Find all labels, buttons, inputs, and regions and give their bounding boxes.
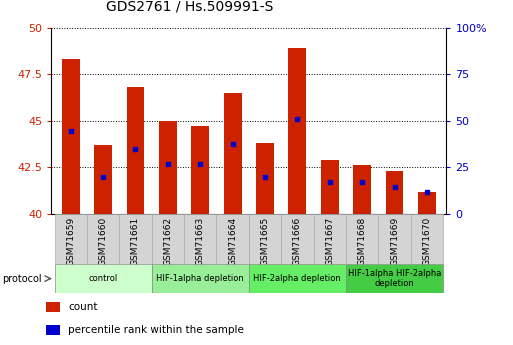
Bar <box>386 171 403 214</box>
Bar <box>127 87 144 214</box>
Text: HIF-2alpha depletion: HIF-2alpha depletion <box>253 274 341 283</box>
Text: GSM71665: GSM71665 <box>261 216 269 266</box>
Bar <box>418 191 436 214</box>
Bar <box>256 143 274 214</box>
Bar <box>46 325 60 335</box>
Bar <box>288 48 306 214</box>
Text: protocol: protocol <box>3 274 42 284</box>
Text: HIF-1alpha HIF-2alpha
depletion: HIF-1alpha HIF-2alpha depletion <box>348 269 441 288</box>
Bar <box>62 59 80 214</box>
Bar <box>54 264 152 293</box>
Text: GSM71664: GSM71664 <box>228 216 237 266</box>
Bar <box>46 302 60 313</box>
Text: percentile rank within the sample: percentile rank within the sample <box>68 325 244 335</box>
Bar <box>152 214 184 264</box>
Text: HIF-1alpha depletion: HIF-1alpha depletion <box>156 274 244 283</box>
Text: GSM71659: GSM71659 <box>66 216 75 266</box>
Bar <box>353 166 371 214</box>
Text: GSM71662: GSM71662 <box>163 216 172 266</box>
Bar <box>346 264 443 293</box>
Bar <box>224 93 242 214</box>
Bar <box>313 214 346 264</box>
Text: GSM71669: GSM71669 <box>390 216 399 266</box>
Text: GSM71668: GSM71668 <box>358 216 367 266</box>
Text: GDS2761 / Hs.509991-S: GDS2761 / Hs.509991-S <box>106 0 273 14</box>
Bar <box>281 214 313 264</box>
Bar <box>152 264 249 293</box>
Bar <box>87 214 120 264</box>
Bar <box>346 214 378 264</box>
Text: control: control <box>88 274 117 283</box>
Text: GSM71666: GSM71666 <box>293 216 302 266</box>
Text: count: count <box>68 302 97 312</box>
Bar <box>184 214 216 264</box>
Text: GSM71663: GSM71663 <box>196 216 205 266</box>
Bar <box>249 214 281 264</box>
Bar <box>159 121 177 214</box>
Bar <box>54 214 87 264</box>
Bar <box>249 264 346 293</box>
Bar <box>378 214 411 264</box>
Bar <box>411 214 443 264</box>
Bar <box>94 145 112 214</box>
Text: GSM71660: GSM71660 <box>98 216 108 266</box>
Bar <box>321 160 339 214</box>
Bar <box>216 214 249 264</box>
Text: GSM71667: GSM71667 <box>325 216 334 266</box>
Text: GSM71670: GSM71670 <box>422 216 431 266</box>
Text: GSM71661: GSM71661 <box>131 216 140 266</box>
Bar <box>191 126 209 214</box>
Bar <box>120 214 152 264</box>
